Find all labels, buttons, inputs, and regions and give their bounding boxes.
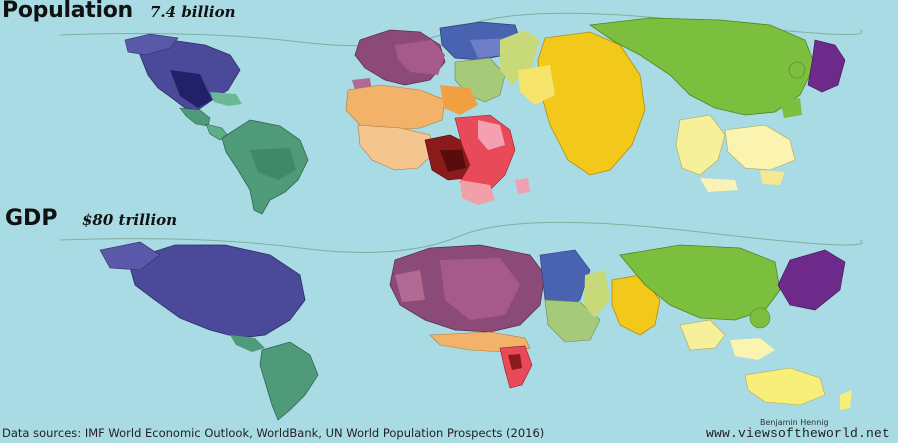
oceania-gdp — [744, 367, 826, 406]
population-subtitle: 7.4 billion — [150, 3, 236, 21]
gdp-title: GDP — [5, 206, 58, 231]
gdp-map — [59, 221, 863, 421]
author-credit: Benjamin Hennig — [760, 418, 829, 427]
data-sources-text: Data sources: IMF World Economic Outlook… — [2, 426, 545, 440]
population-map — [59, 12, 863, 215]
population-title: Population — [2, 0, 133, 23]
east-asia-population — [588, 17, 816, 116]
middle-east-gdp — [544, 299, 601, 343]
gdp-subtitle: $80 trillion — [82, 211, 178, 229]
southeast-asia-population — [675, 114, 726, 176]
south-america-gdp — [259, 341, 319, 421]
website-link[interactable]: www.viewsoftheworld.net — [706, 426, 891, 441]
north-africa-population — [345, 84, 446, 131]
southeast-asia-gdp — [679, 319, 726, 351]
west-africa-population — [357, 124, 433, 171]
central-america-gdp — [230, 335, 265, 352]
japan-gdp — [777, 249, 846, 311]
japan-population — [807, 39, 846, 93]
north-america-gdp — [127, 244, 306, 339]
